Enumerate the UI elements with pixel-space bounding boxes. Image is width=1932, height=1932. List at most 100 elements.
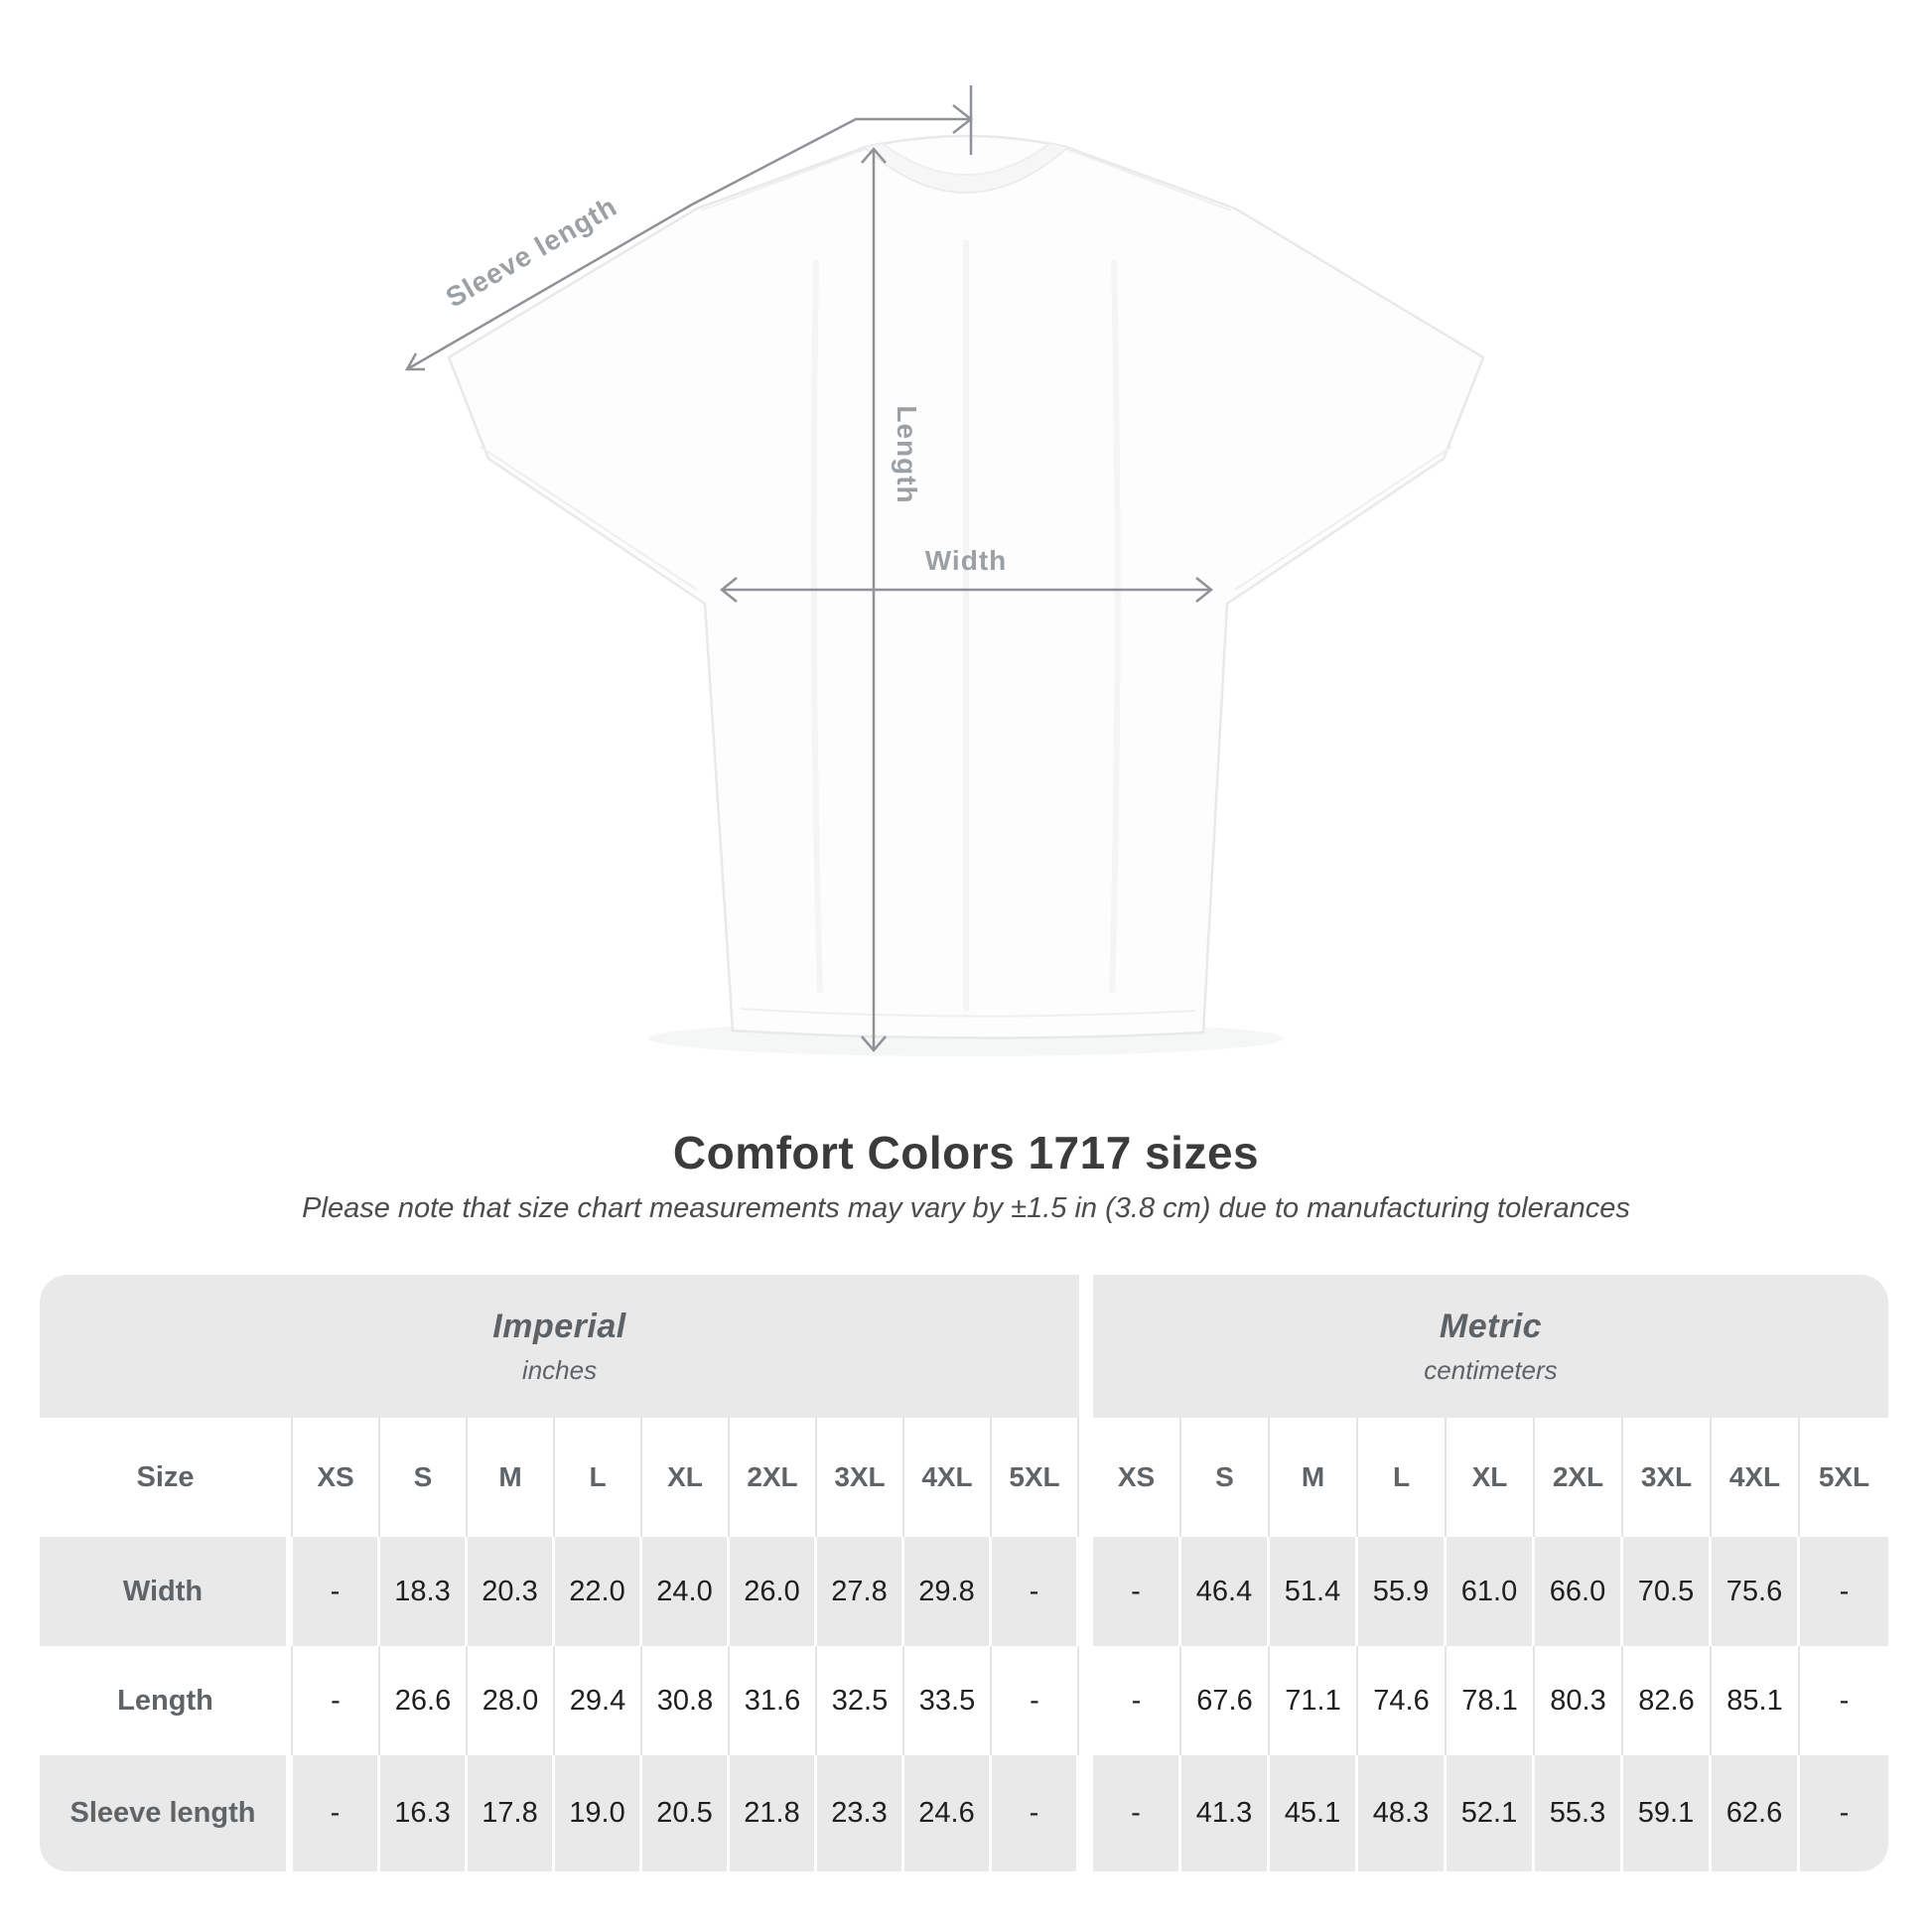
length-row: Length - 26.6 28.0 29.4 30.8 31.6 32.5 3… bbox=[40, 1646, 1889, 1756]
value-cell: 62.6 bbox=[1712, 1755, 1800, 1872]
imperial-title: Imperial bbox=[492, 1307, 626, 1345]
metric-section-header: Metric centimeters bbox=[1093, 1275, 1888, 1419]
hem-stitch bbox=[740, 1008, 1196, 1018]
fabric-fold-left bbox=[810, 259, 823, 994]
value-cell: 31.6 bbox=[730, 1646, 817, 1756]
length-arrowhead-bottom bbox=[861, 1035, 887, 1052]
size-header-cell: L bbox=[1358, 1418, 1447, 1538]
value-cell: - bbox=[992, 1537, 1079, 1647]
value-cell: 19.0 bbox=[555, 1755, 642, 1872]
value-cell: 78.1 bbox=[1447, 1646, 1535, 1756]
collar-seam bbox=[881, 142, 1051, 176]
value-cell: 75.6 bbox=[1712, 1537, 1800, 1647]
row-label: Width bbox=[40, 1537, 293, 1647]
size-header-cell: 3XL bbox=[1623, 1418, 1712, 1538]
sleeve-length-arrowhead-right bbox=[952, 104, 974, 134]
size-header-cell: 2XL bbox=[1535, 1418, 1623, 1538]
size-header-cell: XL bbox=[1447, 1418, 1535, 1538]
value-cell: - bbox=[992, 1755, 1079, 1872]
value-cell: 24.6 bbox=[904, 1755, 992, 1872]
value-cell: - bbox=[1093, 1537, 1181, 1647]
value-cell: 55.3 bbox=[1535, 1755, 1623, 1872]
value-cell: - bbox=[1800, 1537, 1888, 1647]
size-header-cell: XS bbox=[1093, 1418, 1181, 1538]
metric-unit: centimeters bbox=[1424, 1354, 1558, 1385]
value-cell: 48.3 bbox=[1358, 1755, 1447, 1872]
size-header-cell: S bbox=[1181, 1418, 1270, 1538]
value-cell: 23.3 bbox=[817, 1755, 904, 1872]
value-cell: 27.8 bbox=[817, 1537, 904, 1647]
value-cell: - bbox=[1093, 1755, 1181, 1872]
value-cell: 46.4 bbox=[1181, 1537, 1270, 1647]
size-header-cell: XL bbox=[642, 1418, 730, 1538]
width-label: Width bbox=[925, 545, 1008, 576]
left-shoulder-seam bbox=[700, 148, 867, 211]
value-cell: 22.0 bbox=[555, 1537, 642, 1647]
value-cell: 32.5 bbox=[817, 1646, 904, 1756]
tolerance-note: Please note that size chart measurements… bbox=[302, 1192, 1630, 1225]
right-cuff-seam bbox=[1234, 446, 1452, 591]
value-cell: - bbox=[293, 1537, 380, 1647]
size-col-header: Size bbox=[40, 1418, 293, 1538]
size-header-cell: 5XL bbox=[1800, 1418, 1888, 1538]
value-cell: 82.6 bbox=[1623, 1646, 1712, 1756]
value-cell: 20.5 bbox=[642, 1755, 730, 1872]
imperial-section-header: Imperial inches bbox=[40, 1275, 1079, 1419]
value-cell: 67.6 bbox=[1181, 1646, 1270, 1756]
size-header-cell: L bbox=[555, 1418, 642, 1538]
unit-band-row: Imperial inches Metric centimeters bbox=[40, 1275, 1889, 1419]
value-cell: 17.8 bbox=[468, 1755, 555, 1872]
size-header-cell: 2XL bbox=[730, 1418, 817, 1538]
value-cell: 74.6 bbox=[1358, 1646, 1447, 1756]
value-cell: - bbox=[293, 1755, 380, 1872]
row-label: Length bbox=[40, 1646, 293, 1756]
imperial-unit: inches bbox=[521, 1354, 598, 1385]
value-cell: 29.8 bbox=[904, 1537, 992, 1647]
size-header-cell: 3XL bbox=[817, 1418, 904, 1538]
size-header-cell: 4XL bbox=[904, 1418, 992, 1538]
length-arrowhead-top bbox=[861, 147, 887, 164]
sleeve-length-line bbox=[406, 117, 971, 371]
value-cell: - bbox=[1093, 1646, 1181, 1756]
value-cell: 70.5 bbox=[1623, 1537, 1712, 1647]
right-shoulder-seam bbox=[1065, 148, 1232, 211]
value-cell: 28.0 bbox=[468, 1646, 555, 1756]
value-cell: 61.0 bbox=[1447, 1537, 1535, 1647]
value-cell: 66.0 bbox=[1535, 1537, 1623, 1647]
section-gap bbox=[1079, 1537, 1093, 1647]
sleeve-length-row: Sleeve length - 16.3 17.8 19.0 20.5 21.8… bbox=[40, 1755, 1889, 1872]
page-title: Comfort Colors 1717 sizes bbox=[672, 1127, 1260, 1178]
size-header-cell: 4XL bbox=[1712, 1418, 1800, 1538]
value-cell: 71.1 bbox=[1270, 1646, 1358, 1756]
size-header-cell: M bbox=[468, 1418, 555, 1538]
section-gap bbox=[1079, 1755, 1093, 1872]
size-table: Imperial inches Metric centimeters Size … bbox=[40, 1275, 1889, 1872]
value-cell: 41.3 bbox=[1181, 1755, 1270, 1872]
value-cell: 52.1 bbox=[1447, 1755, 1535, 1872]
value-cell: - bbox=[1800, 1755, 1888, 1872]
value-cell: 33.5 bbox=[904, 1646, 992, 1756]
size-header-cell: XS bbox=[293, 1418, 380, 1538]
row-label: Sleeve length bbox=[40, 1755, 293, 1872]
length-label: Length bbox=[892, 405, 922, 503]
value-cell: 29.4 bbox=[555, 1646, 642, 1756]
size-header-cell: S bbox=[380, 1418, 468, 1538]
width-arrowhead-left bbox=[719, 577, 738, 603]
fabric-fold-right bbox=[1109, 259, 1121, 994]
value-cell: - bbox=[293, 1646, 380, 1756]
value-cell: 30.8 bbox=[642, 1646, 730, 1756]
size-header-cell: 5XL bbox=[992, 1418, 1079, 1538]
metric-title: Metric bbox=[1439, 1307, 1543, 1345]
value-cell: 21.8 bbox=[730, 1755, 817, 1872]
value-cell: - bbox=[1800, 1646, 1888, 1756]
section-gap bbox=[1079, 1646, 1093, 1756]
value-cell: 16.3 bbox=[380, 1755, 468, 1872]
width-row: Width - 18.3 20.3 22.0 24.0 26.0 27.8 29… bbox=[40, 1537, 1889, 1647]
value-cell: 18.3 bbox=[380, 1537, 468, 1647]
value-cell: 24.0 bbox=[642, 1537, 730, 1647]
value-cell: 45.1 bbox=[1270, 1755, 1358, 1872]
value-cell: 59.1 bbox=[1623, 1755, 1712, 1872]
value-cell: 85.1 bbox=[1712, 1646, 1800, 1756]
value-cell: 26.6 bbox=[380, 1646, 468, 1756]
